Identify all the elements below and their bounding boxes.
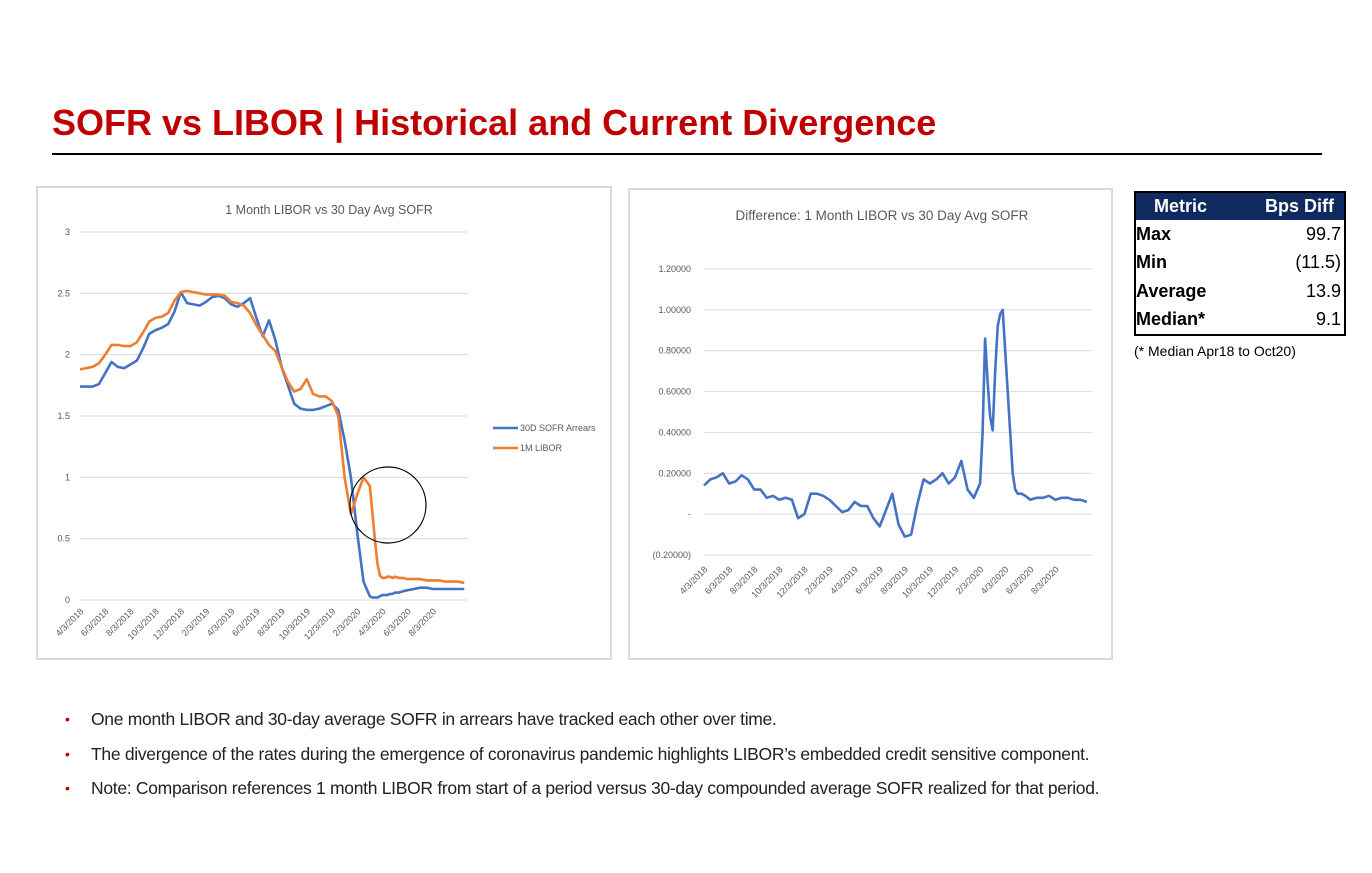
y-tick-label: 1 [65, 472, 70, 482]
metrics-row-min: Min (11.5) [1136, 249, 1344, 278]
y-tick-label: 1.5 [57, 411, 70, 421]
bullet-item: • One month LIBOR and 30-day average SOFR… [60, 708, 1099, 743]
title-divider [52, 153, 1322, 155]
metric-value: 9.1 [1316, 309, 1344, 330]
libor-vs-sofr-chart: 1 Month LIBOR vs 30 Day Avg SOFR 0 0.5 1 1.5… [36, 186, 612, 660]
y-tick-label: 0.60000 [658, 387, 691, 397]
chart-title: 1 Month LIBOR vs 30 Day Avg SOFR [225, 203, 433, 217]
y-tick-label: 0.20000 [658, 468, 691, 478]
metric-label: Average [1136, 281, 1306, 302]
bullet-list: • One month LIBOR and 30-day average SOFR… [60, 708, 1099, 812]
legend-label: 30D SOFR Arrears [520, 423, 596, 433]
chart-title: Difference: 1 Month LIBOR vs 30 Day Avg … [736, 208, 1029, 223]
bullet-text: The divergence of the rates during the e… [91, 744, 1089, 764]
y-tick-label: 2 [65, 350, 70, 360]
bullet-icon: • [65, 708, 70, 730]
metric-value: 13.9 [1306, 281, 1344, 302]
series-line-30d-sofr-arrears [80, 292, 464, 597]
y-tick-label: 0.5 [57, 534, 70, 544]
metrics-row-median: Median* 9.1 [1136, 306, 1344, 335]
highlight-circle [350, 467, 426, 543]
y-tick-label: 1.20000 [658, 264, 691, 274]
bullet-text: Note: Comparison references 1 month LIBO… [91, 778, 1099, 798]
bullet-text: One month LIBOR and 30-day average SOFR … [91, 709, 777, 729]
metrics-table: Metric Bps Diff Max 99.7 Min (11.5) Aver… [1134, 191, 1346, 336]
metrics-table-header: Metric Bps Diff [1136, 193, 1344, 220]
metric-column-header: Metric [1136, 196, 1236, 217]
bullet-item: • Note: Comparison references 1 month LIB… [60, 777, 1099, 812]
page-title: SOFR vs LIBOR | Historical and Current D… [52, 102, 936, 144]
series-line-difference [704, 310, 1087, 537]
bullet-icon: • [65, 777, 70, 799]
libor-vs-sofr-svg: 1 Month LIBOR vs 30 Day Avg SOFR 0 0.5 1 1.5… [38, 188, 610, 658]
y-tick-label: 1.00000 [658, 305, 691, 315]
bps-diff-column-header: Bps Diff [1236, 196, 1344, 217]
legend-label: 1M LIBOR [520, 443, 563, 453]
y-tick-label: 0 [65, 595, 70, 605]
x-tick-label: 8/3/2020 [406, 606, 438, 638]
metric-label: Median* [1136, 309, 1316, 330]
y-tick-label: 3 [65, 227, 70, 237]
y-tick-label: - [688, 509, 691, 519]
difference-svg: Difference: 1 Month LIBOR vs 30 Day Avg … [630, 190, 1111, 658]
y-tick-label: (0.20000) [652, 550, 691, 560]
difference-chart: Difference: 1 Month LIBOR vs 30 Day Avg … [628, 188, 1113, 660]
median-footnote: (* Median Apr18 to Oct20) [1134, 343, 1296, 359]
metrics-row-average: Average 13.9 [1136, 277, 1344, 306]
metric-value: (11.5) [1295, 252, 1344, 273]
bullet-item: • The divergence of the rates during the … [60, 743, 1099, 778]
metric-value: 99.7 [1306, 224, 1344, 245]
y-tick-label: 0.80000 [658, 346, 691, 356]
metric-label: Min [1136, 252, 1295, 273]
metric-label: Max [1136, 224, 1306, 245]
y-tick-label: 2.5 [57, 288, 70, 298]
metrics-row-max: Max 99.7 [1136, 220, 1344, 249]
x-tick-label: 8/3/2020 [1029, 564, 1061, 596]
bullet-icon: • [65, 743, 70, 765]
y-tick-label: 0.40000 [658, 427, 691, 437]
